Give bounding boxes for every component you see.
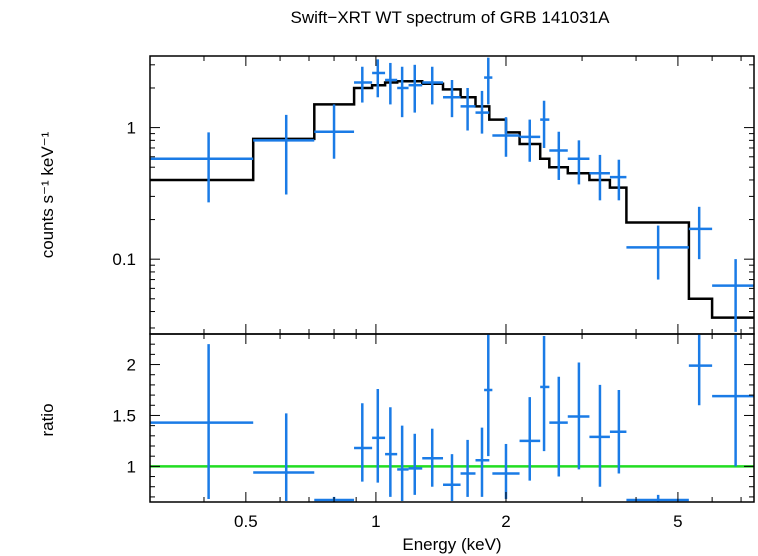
- spectrum-point-20: [609, 159, 627, 201]
- ratio-point-19: [589, 384, 610, 487]
- ratio-ytick-label: 2: [127, 356, 136, 375]
- spectrum-point-4: [354, 66, 373, 103]
- x-tick-label: 2: [501, 512, 510, 531]
- model-layer: [150, 79, 754, 319]
- ratio-ytick-label: 1.5: [112, 406, 136, 425]
- spectrum-point-23: [712, 259, 754, 332]
- ratio-point-7: [397, 425, 409, 501]
- ratio-point-8: [408, 433, 423, 495]
- ratio-point-17: [549, 376, 568, 477]
- spectrum-panel: 0.11 counts s⁻¹ keV⁻¹: [38, 55, 755, 335]
- spectrum-point-2: [253, 114, 315, 195]
- spectrum-point-18: [567, 140, 590, 185]
- ratio-y-axis-label: ratio: [38, 403, 57, 436]
- ratio-panel-frame: [149, 333, 755, 503]
- x-tick-label: 0.5: [234, 512, 258, 531]
- x-tick-label: 5: [673, 512, 682, 531]
- spectrum-y-axis-label: counts s⁻¹ keV⁻¹: [38, 131, 57, 258]
- ratio-point-22: [688, 334, 713, 406]
- ratio-point-9: [422, 428, 444, 487]
- ratio-ticks: 1 1.5 2 0.5 1 2 5: [112, 333, 754, 531]
- spectrum-point-22: [688, 206, 713, 260]
- spectrum-point-1: [150, 132, 254, 203]
- spectrum-point-5: [372, 59, 386, 98]
- spectrum-point-10: [443, 79, 461, 118]
- ratio-point-5: [372, 388, 386, 483]
- spectrum-point-13: [484, 57, 493, 105]
- spectrum-point-16: [540, 100, 550, 148]
- chart-title: Swift−XRT WT spectrum of GRB 141031A: [291, 8, 611, 27]
- spectrum-point-6: [385, 62, 398, 105]
- spectrum-point-12: [475, 90, 490, 134]
- data-layer: [150, 57, 754, 332]
- ratio-point-15: [519, 397, 541, 481]
- ratio-point-14: [492, 443, 520, 499]
- ratio-point-12: [475, 427, 490, 497]
- ratio-point-23: [712, 334, 754, 467]
- spectrum-point-3: [314, 104, 355, 159]
- ratio-ytick-label: 1: [127, 457, 136, 476]
- ratio-point-4: [354, 403, 373, 482]
- spectrum-point-7: [397, 66, 409, 118]
- ratio-point-21: [626, 494, 689, 502]
- ratio-point-6: [385, 407, 398, 497]
- ratio-point-11: [460, 439, 476, 497]
- ratio-point-2: [253, 413, 315, 501]
- spectrum-point-19: [589, 154, 610, 201]
- ratio-data-layer: [150, 334, 754, 502]
- spectrum-point-17: [549, 131, 568, 180]
- spectrum-ytick-label: 0.1: [112, 250, 136, 269]
- spectrum-point-8: [408, 64, 423, 113]
- ratio-point-10: [443, 454, 461, 501]
- ratio-point-18: [567, 362, 590, 470]
- model-step-line: [150, 79, 754, 319]
- x-axis-label: Energy (keV): [402, 535, 501, 554]
- spectrum-point-9: [422, 66, 444, 105]
- ratio-point-16: [540, 336, 550, 452]
- spectrum-point-14: [492, 117, 520, 157]
- ratio-panel: 1 1.5 2 0.5 1 2 5 ratio Energy (keV): [38, 333, 755, 554]
- spectrum-point-15: [519, 119, 541, 162]
- ratio-point-13: [484, 334, 493, 457]
- spectrum-ticks: 0.11: [112, 56, 754, 334]
- spectrum-ytick-label: 1: [127, 119, 136, 138]
- ratio-point-1: [150, 344, 254, 499]
- ratio-point-20: [609, 390, 627, 474]
- spectrum-point-11: [460, 87, 476, 131]
- spectrum-point-21: [626, 225, 689, 280]
- x-tick-label: 1: [371, 512, 380, 531]
